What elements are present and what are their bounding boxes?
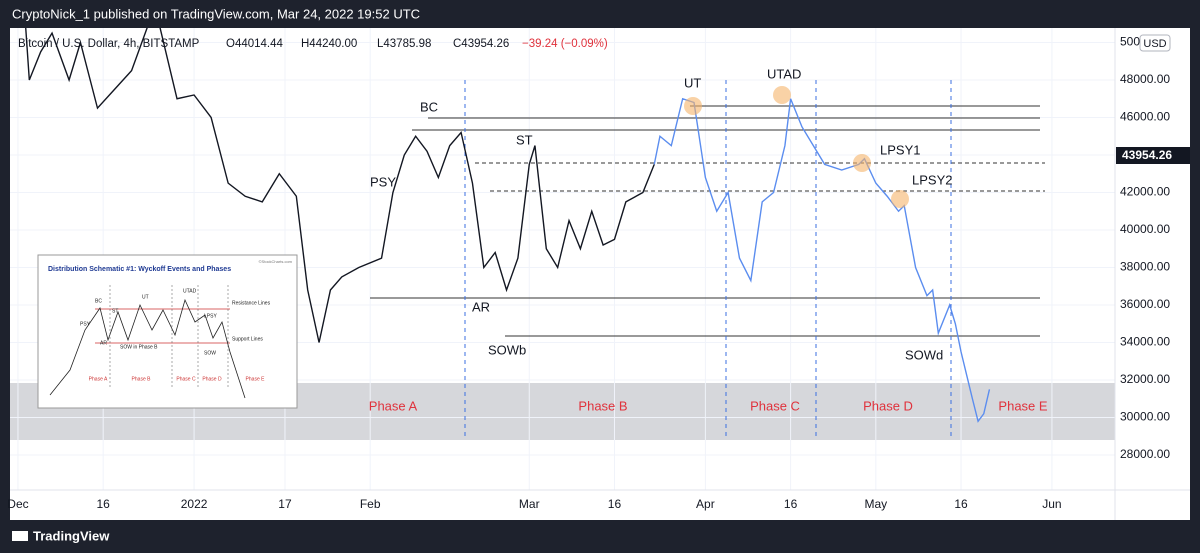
inset-phase: Phase D bbox=[202, 376, 222, 382]
inset-label: PSY bbox=[80, 321, 91, 327]
header-text: CryptoNick_1 published on TradingView.co… bbox=[12, 6, 420, 21]
x-tick-label: Jun bbox=[1042, 497, 1061, 511]
annotation: UT bbox=[684, 75, 701, 90]
y-tick-label: 46000.00 bbox=[1120, 110, 1170, 124]
ohlc-close: C43954.26 bbox=[453, 38, 509, 50]
inset-phase: Phase E bbox=[246, 376, 266, 382]
inset-credit: ©StockCharts.com bbox=[259, 259, 293, 264]
inset-label: ST bbox=[112, 308, 118, 314]
price-lines bbox=[25, 28, 991, 423]
price-line bbox=[653, 97, 991, 423]
x-tick-label: 16 bbox=[954, 497, 968, 511]
price-badge-bg bbox=[1116, 147, 1190, 164]
y-tick-label: 30000.00 bbox=[1120, 410, 1170, 424]
ohlc-change: −39.24 (−0.09%) bbox=[522, 38, 608, 50]
annotation: ST bbox=[516, 132, 533, 147]
y-tick-label: 32000.00 bbox=[1120, 372, 1170, 386]
y-tick-label: 40000.00 bbox=[1120, 222, 1170, 236]
highlights bbox=[684, 86, 909, 208]
highlight-circle bbox=[891, 190, 909, 208]
inset-label: UT bbox=[142, 294, 149, 300]
inset-phase: Phase C bbox=[176, 376, 196, 382]
x-tick-label: May bbox=[864, 497, 887, 511]
x-tick-label: Feb bbox=[360, 497, 381, 511]
inset-label: BC bbox=[95, 298, 102, 304]
ohlc-high: H44240.00 bbox=[301, 38, 357, 50]
phase-label: Phase E bbox=[998, 398, 1047, 413]
x-tick-label: 16 bbox=[96, 497, 110, 511]
annotation: LPSY1 bbox=[880, 142, 920, 157]
ohlc-open: O44014.44 bbox=[226, 38, 284, 50]
currency-badge bbox=[1139, 34, 1171, 52]
ohlc-low: L43785.98 bbox=[377, 38, 431, 50]
inset: Distribution Schematic #1: Wyckoff Event… bbox=[37, 254, 298, 409]
x-tick-label: 16 bbox=[784, 497, 798, 511]
annotation: BC bbox=[420, 99, 438, 114]
inset-label: SOW in Phase B bbox=[120, 344, 158, 350]
phase-label: Phase C bbox=[750, 398, 800, 413]
x-tick-label: 2022 bbox=[181, 497, 208, 511]
annotation: AR bbox=[472, 299, 490, 314]
highlight-circle bbox=[684, 97, 702, 115]
phase-label: Phase D bbox=[863, 398, 913, 413]
annotation: LPSY2 bbox=[912, 172, 952, 187]
axes: 28000.00 30000.00 32000.00 34000.00 36000.00… bbox=[7, 35, 1170, 512]
y-tick-label: 34000.00 bbox=[1120, 335, 1170, 349]
inset-label: LPSY bbox=[204, 313, 217, 319]
y-tick-label: 36000.00 bbox=[1120, 297, 1170, 311]
currency: USD bbox=[1143, 38, 1166, 50]
x-tick-label: Apr bbox=[696, 497, 715, 511]
x-tick-label: Dec bbox=[7, 497, 28, 511]
inset-phase: Phase B bbox=[132, 376, 152, 382]
y-tick-label: 38000.00 bbox=[1120, 260, 1170, 274]
y-tick-label: 48000.00 bbox=[1120, 72, 1170, 86]
footer-brand: TradingView bbox=[33, 528, 110, 543]
inset-phase: Phase A bbox=[89, 376, 108, 382]
inset-path bbox=[49, 298, 246, 399]
levels bbox=[370, 80, 1045, 440]
x-tick-label: 17 bbox=[278, 497, 292, 511]
inset-label: AR bbox=[100, 340, 107, 346]
inset-frame bbox=[37, 254, 298, 409]
inset-title: Distribution Schematic #1: Wyckoff Event… bbox=[48, 266, 231, 273]
phase-label: Phase A bbox=[369, 398, 418, 413]
y-tick-label: 28000.00 bbox=[1120, 447, 1170, 461]
annotation: PSY bbox=[370, 174, 396, 189]
annotation: SOWb bbox=[488, 342, 526, 357]
highlight-circle bbox=[853, 154, 871, 172]
inset-label: UTAD bbox=[183, 288, 197, 294]
x-tick-label: Mar bbox=[519, 497, 540, 511]
price-badge: 43954.26 bbox=[1122, 148, 1172, 162]
inset-label: Resistance Lines bbox=[232, 300, 271, 306]
logo-icon bbox=[12, 531, 28, 541]
symbol: Bitcoin / U.S. Dollar, 4h, BITSTAMP bbox=[18, 38, 200, 50]
price-line bbox=[25, 28, 655, 343]
y-tick-label: 42000.00 bbox=[1120, 185, 1170, 199]
annotation: UTAD bbox=[767, 66, 801, 81]
phase-label: Phase B bbox=[578, 398, 627, 413]
inset-label: Support Lines bbox=[232, 336, 263, 342]
x-tick-label: 16 bbox=[608, 497, 622, 511]
annotation: SOWd bbox=[905, 347, 943, 362]
inset-label: SOW bbox=[204, 350, 216, 356]
highlight-circle bbox=[773, 86, 791, 104]
